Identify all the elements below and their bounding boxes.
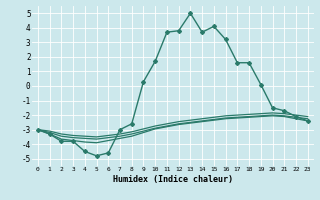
X-axis label: Humidex (Indice chaleur): Humidex (Indice chaleur) bbox=[113, 175, 233, 184]
